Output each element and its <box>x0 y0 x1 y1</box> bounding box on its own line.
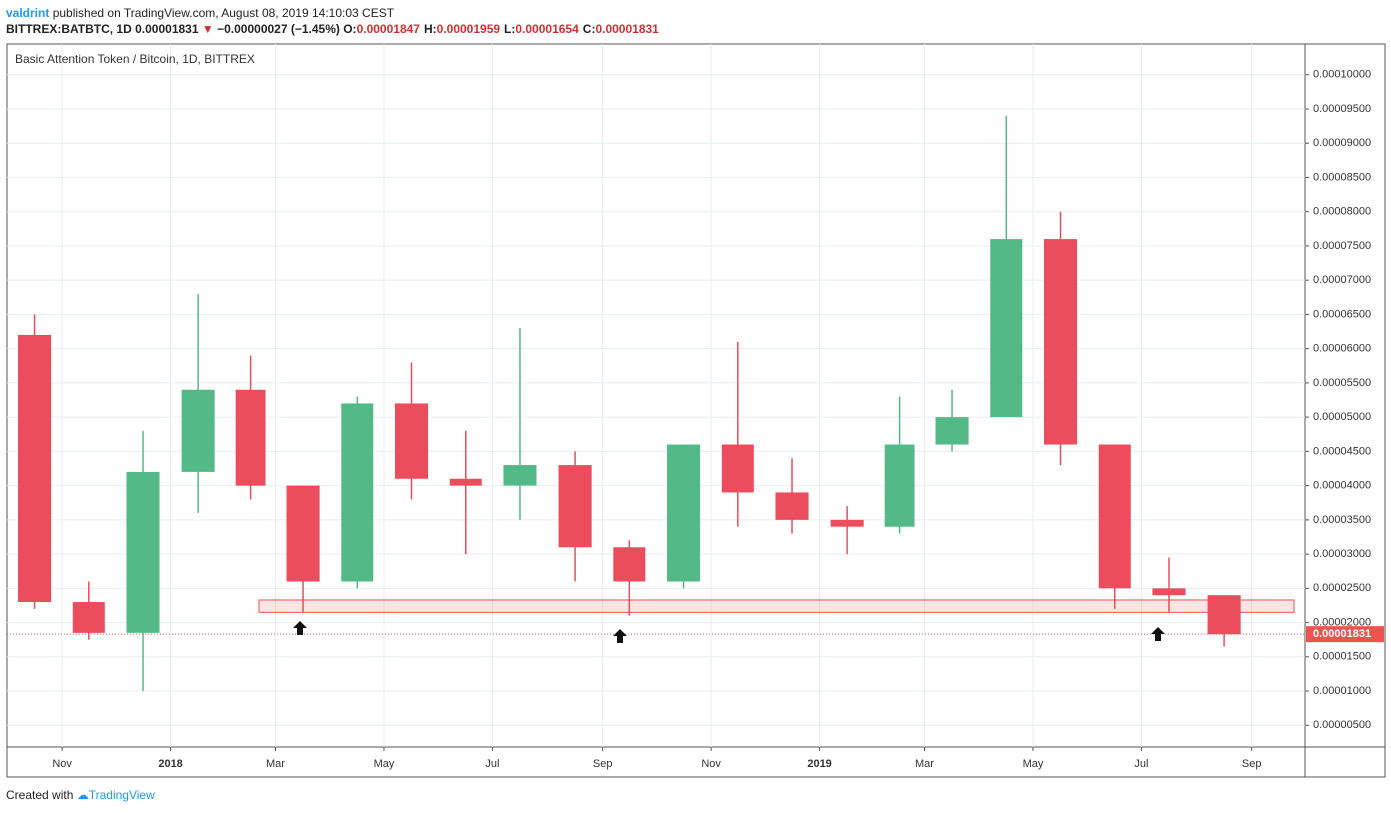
x-tick-label: 2018 <box>158 758 182 770</box>
y-tick-label: 0.00007500 <box>1313 240 1371 252</box>
change: −0.00000027 (−1.45%) <box>217 22 340 36</box>
last-price-label: 0.00001831 <box>1313 628 1371 640</box>
arrow-icon <box>1151 627 1165 641</box>
candle-body <box>394 403 429 479</box>
y-tick-label: 0.00002500 <box>1313 582 1371 594</box>
frame <box>6 43 1386 778</box>
candle-body <box>775 492 809 520</box>
chart-title: Basic Attention Token / Bitcoin, 1D, BIT… <box>15 52 255 66</box>
ohlc-label: L: <box>504 22 516 36</box>
candle-body <box>558 465 592 548</box>
y-tick-label: 0.00000500 <box>1313 719 1371 731</box>
y-tick-label: 0.00010000 <box>1313 69 1371 81</box>
candle-body <box>286 485 320 582</box>
candle-body <box>1152 588 1186 596</box>
candle-body <box>884 444 915 527</box>
y-tick-label: 0.00006000 <box>1313 343 1371 355</box>
candle-body <box>72 602 105 633</box>
x-tick-label: 2019 <box>807 758 831 770</box>
x-tick-label: Jul <box>485 758 499 770</box>
candle-body <box>503 465 537 486</box>
header-line: valdrint published on TradingView.com, A… <box>6 5 663 21</box>
x-tick-label: May <box>374 758 395 770</box>
candle-body <box>1207 595 1241 635</box>
candle-body <box>721 444 754 493</box>
candle-body <box>235 389 266 486</box>
header-line: BITTREX:BATBTC, 1D 0.00001831 ▼ −0.00000… <box>6 21 663 37</box>
x-tick-label: Nov <box>701 758 721 770</box>
y-tick-label: 0.00009000 <box>1313 137 1371 149</box>
y-tick-label: 0.00006500 <box>1313 308 1371 320</box>
symbol: BITTREX:BATBTC, 1D <box>6 22 132 36</box>
y-tick-label: 0.00001000 <box>1313 685 1371 697</box>
last-price-box <box>1306 626 1384 643</box>
x-tick-label: Mar <box>915 758 934 770</box>
x-tick-label: Nov <box>52 758 72 770</box>
ohlc-value: 0.00001654 <box>515 22 579 36</box>
y-tick-label: 0.00003500 <box>1313 514 1371 526</box>
y-tick-label: 0.00007000 <box>1313 274 1371 286</box>
candle-body <box>667 444 701 582</box>
x-tick-label: Jul <box>1134 758 1148 770</box>
arrow: ▼ <box>201 22 214 36</box>
footer: Created with ☁TradingView <box>6 788 155 802</box>
y-tick-label: 0.00004500 <box>1313 445 1371 457</box>
brand[interactable]: TradingView <box>88 788 155 802</box>
x-tick-label: Sep <box>593 758 613 770</box>
y-tick-label: 0.00003000 <box>1313 548 1371 560</box>
footer-text: Created with <box>6 788 74 802</box>
candle-body <box>830 519 864 527</box>
candle-body <box>1043 239 1078 445</box>
ohlc: O:0.00001847 H:0.00001959 L:0.00001654 C:0.… <box>343 22 663 36</box>
ohlc-label: C: <box>582 22 596 36</box>
y-tick-label: 0.00005500 <box>1313 377 1371 389</box>
marks <box>7 115 1305 692</box>
candle-body <box>126 471 160 633</box>
candle-body <box>1098 444 1131 589</box>
y-tick-label: 0.00001500 <box>1313 651 1371 663</box>
published: published on TradingView.com, August 08,… <box>52 6 395 20</box>
candle-body <box>449 478 482 486</box>
x-tick-label: May <box>1023 758 1044 770</box>
candle-body <box>181 389 215 472</box>
ohlc-value: 0.00001847 <box>356 22 420 36</box>
author[interactable]: valdrint <box>6 6 50 20</box>
arrows <box>293 621 1165 643</box>
candle-body <box>341 403 374 582</box>
y-tick-label: 0.00008500 <box>1313 171 1371 183</box>
candle-body <box>613 547 646 582</box>
x-tick-label: Sep <box>1242 758 1262 770</box>
ohlc-label: O: <box>343 22 357 36</box>
ohlc-label: H: <box>423 22 437 36</box>
candle-body <box>935 417 969 445</box>
y-tick-label: 0.00004000 <box>1313 480 1371 492</box>
y-tick-label: 0.00005000 <box>1313 411 1371 423</box>
ohlc-value: 0.00001959 <box>436 22 501 36</box>
support-zone <box>258 599 1295 613</box>
x-tick-label: Mar <box>266 758 285 770</box>
arrow-icon <box>293 621 307 635</box>
grid <box>7 44 1305 747</box>
ohlc-value: 0.00001831 <box>595 22 659 36</box>
y-tick-label: 0.00008000 <box>1313 206 1371 218</box>
header: valdrint published on TradingView.com, A… <box>6 5 663 37</box>
y-tick-label: 0.00002000 <box>1313 616 1371 628</box>
last: 0.00001831 <box>135 22 199 36</box>
candle-body <box>990 239 1023 418</box>
candle-body <box>18 334 52 603</box>
y-tick-label: 0.00009500 <box>1313 103 1371 115</box>
arrow-icon <box>613 629 627 643</box>
